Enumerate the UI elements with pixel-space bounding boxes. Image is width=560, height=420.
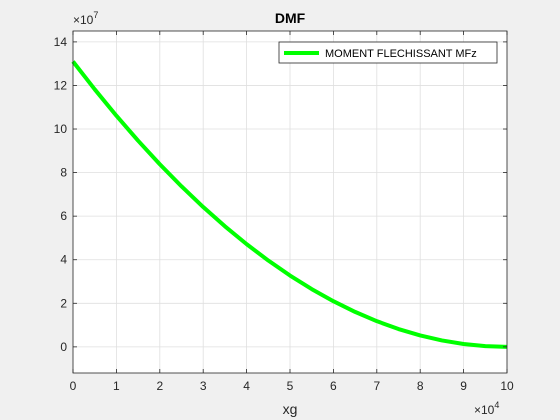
y-tick-label: 2: [60, 296, 67, 310]
x-exponent-label: ×104: [474, 400, 499, 417]
x-tick-label: 1: [113, 379, 120, 393]
y-tick-label: 4: [60, 253, 67, 267]
x-axis-label: xg: [283, 401, 298, 417]
x-tick-label: 9: [460, 379, 467, 393]
series-layer: [71, 60, 508, 349]
y-tick-label: 12: [54, 78, 68, 92]
x-exponent-base: ×10: [474, 403, 495, 417]
x-tick-label: 6: [330, 379, 337, 393]
x-tick-label: 3: [200, 379, 207, 393]
series-line-mfz: [71, 60, 508, 349]
y-tick-label: 10: [54, 122, 68, 136]
x-tick-label: 7: [373, 379, 380, 393]
y-tick-label: 0: [60, 340, 67, 354]
y-exponent-power: 7: [93, 10, 98, 20]
x-tick-label: 4: [243, 379, 250, 393]
chart-title: DMF: [275, 10, 306, 26]
y-exponent-label: ×107: [73, 10, 98, 27]
x-exponent-power: 4: [494, 400, 499, 410]
y-tick-label: 14: [54, 35, 68, 49]
legend-box: [278, 41, 498, 64]
x-tick-label: 0: [70, 379, 77, 393]
y-tick-label: 6: [60, 209, 67, 223]
legend-entry-label: MOMENT FLECHISSANT MFz: [325, 48, 477, 60]
legend: MOMENT FLECHISSANT MFz: [278, 41, 498, 64]
x-tick-label: 8: [417, 379, 424, 393]
x-tick-label: 2: [156, 379, 163, 393]
x-tick-label: 10: [500, 379, 514, 393]
y-tick-label: 8: [60, 166, 67, 180]
y-exponent-base: ×10: [73, 13, 94, 27]
x-tick-label: 5: [287, 379, 294, 393]
